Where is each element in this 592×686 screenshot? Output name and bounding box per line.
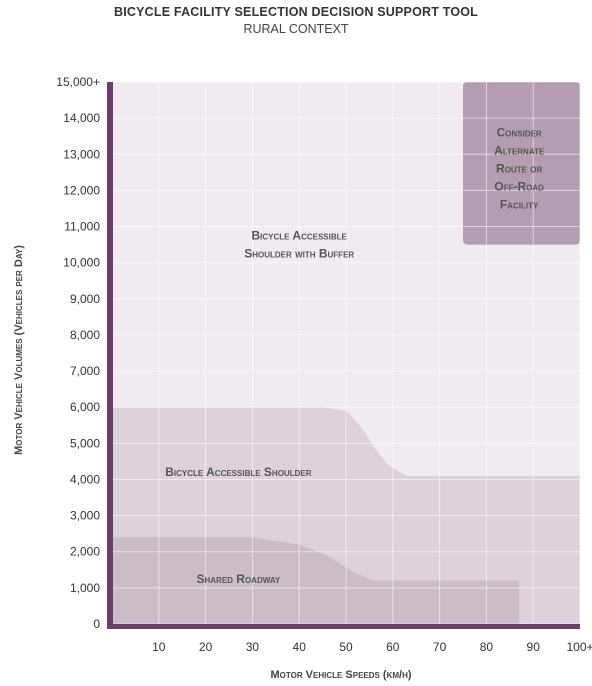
grid-overlay — [112, 81, 581, 625]
y-tick-label: 1,000 — [70, 581, 100, 595]
tick-labels: 0 1,000 2,000 3,000 4,000 5,000 6,000 7,000 8,00… — [56, 75, 592, 654]
y-tick-label: 8,000 — [70, 328, 100, 342]
region-label-consider-alternate-route-or-off-road-facility: Facility — [500, 198, 539, 212]
region-consider-alternate-route-or-off-road-facility — [463, 82, 580, 245]
x-tick-label: 20 — [199, 640, 213, 654]
x-axis-label: Motor Vehicle Speeds (km/h) — [270, 669, 411, 681]
region-label-consider-alternate-route-or-off-road-facility: Off-Road — [494, 180, 544, 194]
y-tick-label: 7,000 — [70, 364, 100, 378]
y-tick-label: 0 — [93, 617, 100, 631]
x-tick-label: 90 — [527, 640, 541, 654]
y-tick-label: 5,000 — [70, 436, 100, 450]
y-tick-label: 10,000 — [63, 256, 100, 270]
x-axis — [107, 624, 580, 629]
y-tick-label: 11,000 — [64, 220, 100, 234]
chart-title: BICYCLE FACILITY SELECTION DECISION SUPP… — [113, 5, 479, 19]
region-label-consider-alternate-route-or-off-road-facility: Consider — [497, 126, 542, 140]
y-tick-label: 6,000 — [70, 400, 100, 414]
x-tick-label: 30 — [246, 640, 260, 654]
x-tick-label: 80 — [480, 640, 494, 654]
region-label-bicycle-accessible-shoulder: Bicycle Accessible Shoulder — [165, 465, 311, 479]
region-labels: Bicycle Accessible Shoulder with Buffer Bi… — [165, 126, 545, 586]
y-tick-label: 3,000 — [70, 509, 100, 523]
y-axis-label: Motor Vehicle Volumes (Vehicles per Day) — [13, 245, 25, 455]
region-shared-roadway — [112, 537, 520, 624]
y-tick-label: 12,000 — [63, 183, 100, 197]
region-label-consider-alternate-route-or-off-road-facility: Alternate — [494, 144, 545, 158]
y-tick-label: 15,000+ — [56, 75, 100, 89]
y-tick-label: 2,000 — [70, 545, 100, 559]
region-label-bicycle-accessible-shoulder-with-buffer: Shoulder with Buffer — [244, 247, 354, 261]
x-tick-label: 50 — [339, 640, 353, 654]
y-tick-label: 9,000 — [70, 292, 100, 306]
x-tick-label: 10 — [152, 640, 166, 654]
y-tick-label: 14,000 — [63, 111, 100, 125]
x-tick-label: 70 — [433, 640, 447, 654]
axes — [107, 82, 580, 629]
x-tick-label: 40 — [293, 640, 307, 654]
y-tick-label: 13,000 — [63, 147, 100, 161]
y-tick-label: 4,000 — [70, 472, 100, 486]
x-tick-label: 100+ — [566, 640, 592, 654]
y-axis — [107, 82, 113, 628]
region-label-consider-alternate-route-or-off-road-facility: Route or — [496, 162, 542, 176]
region-label-bicycle-accessible-shoulder-with-buffer: Bicycle Accessible — [252, 229, 348, 243]
chart-subtitle: RURAL CONTEXT — [243, 22, 349, 36]
region-label-shared-roadway: Shared Roadway — [197, 572, 281, 586]
x-tick-label: 60 — [386, 640, 400, 654]
